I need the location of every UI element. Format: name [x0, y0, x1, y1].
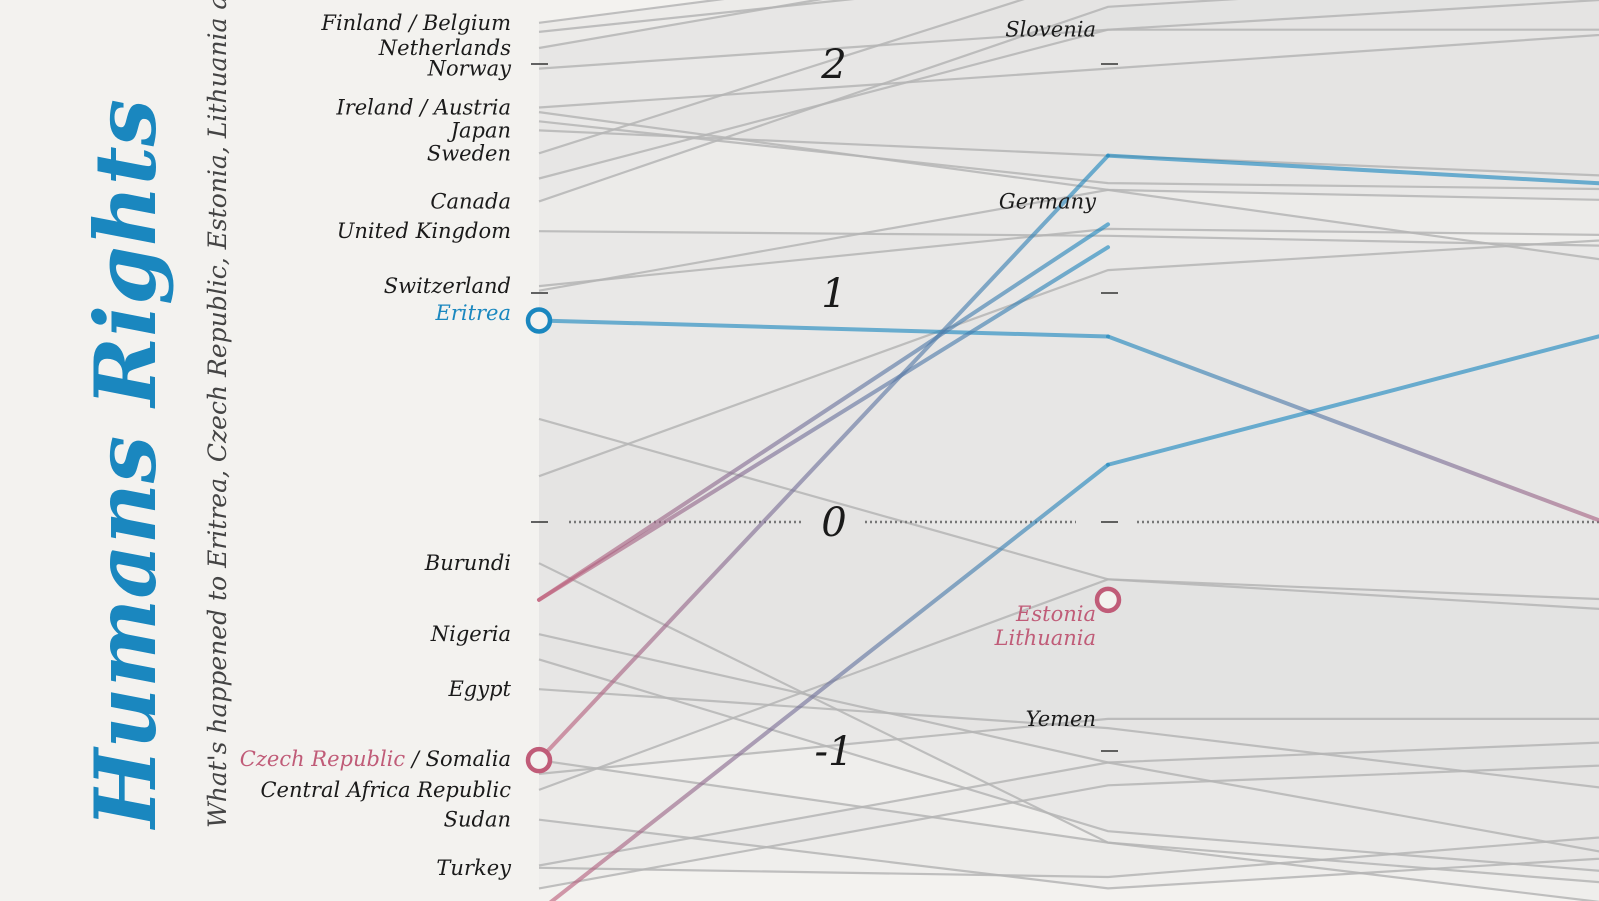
- gray-series-line: [538, 818, 1599, 890]
- country-label: United Kingdom: [337, 219, 511, 243]
- gray-series-line: [538, 0, 1239, 203]
- background-band: [539, 0, 1599, 69]
- gray-series-line: [538, 33, 1599, 109]
- label-czech-somalia: Czech Republic / Somalia: [240, 747, 511, 771]
- background-band: [539, 579, 1599, 852]
- country-label: Germany: [999, 189, 1097, 213]
- eritrea-marker: [525, 307, 553, 334]
- country-label: Netherlands: [378, 36, 511, 60]
- background-band: [539, 189, 1599, 788]
- gray-series-line: [538, 717, 1599, 775]
- label-lithuania: Lithuania: [994, 626, 1096, 650]
- gray-series-line: [538, 0, 1025, 155]
- highlight-line-estonia: [537, 222, 1110, 602]
- y-ticks: 2 1 0 -1: [531, 42, 1118, 775]
- page-subtitle: What's happened to Eritrea, Czech Republ…: [203, 0, 232, 828]
- page-title: Humans Rights: [76, 99, 175, 830]
- country-label: Egypt: [447, 677, 511, 701]
- y-tick-label: 2: [820, 42, 846, 88]
- highlight-line-czech-republic: [537, 153, 1110, 763]
- highlight-line-eritrea: [537, 318, 1110, 339]
- highlight-line-czech-republic-: [1106, 334, 1599, 467]
- country-label: Turkey: [436, 856, 512, 880]
- y-tick-label: 0: [821, 500, 846, 546]
- y-tick-label: 1: [821, 271, 846, 317]
- gray-series-line: [538, 836, 1599, 879]
- background-band: [539, 418, 1599, 774]
- background-band: [539, 34, 1599, 176]
- country-label: Sudan: [444, 808, 511, 832]
- country-label: Central Africa Republic: [260, 778, 511, 802]
- country-label: Norway: [427, 57, 513, 81]
- background-bands: [539, 0, 1599, 901]
- gray-series-line: [538, 0, 855, 33]
- background-band: [539, 240, 1599, 889]
- country-label: Finland / Belgium: [320, 11, 511, 35]
- estonia-marker: [1094, 586, 1122, 614]
- background-band: [539, 0, 1599, 202]
- gray-series-line: [538, 741, 1599, 867]
- highlight-line-lithuania: [537, 245, 1110, 602]
- country-label: Ireland / Austria: [335, 96, 511, 120]
- gray-series-line: [538, 0, 823, 50]
- background-band: [539, 760, 1599, 901]
- gray-series-line: [538, 227, 1599, 288]
- country-label: Yemen: [1026, 707, 1096, 731]
- gray-series-lines: [538, 0, 1599, 901]
- background-band: [539, 742, 1599, 889]
- background-band: [539, 0, 1599, 287]
- gray-series-line: [538, 764, 1599, 890]
- gray-series-line: [538, 28, 1599, 180]
- czech-marker: [525, 746, 553, 774]
- label-eritrea: Eritrea: [434, 301, 511, 325]
- gray-series-line: [538, 120, 1599, 191]
- label-estonia: Estonia: [1015, 602, 1096, 626]
- gray-series-line: [538, 239, 1599, 478]
- country-label: Burundi: [424, 551, 511, 575]
- country-label: Nigeria: [430, 622, 511, 646]
- gray-series-line: [538, 188, 1599, 292]
- highlight-line-czech-republic-: [548, 462, 1110, 901]
- gray-series-line: [538, 759, 1599, 901]
- highlight-line-eritrea: [1106, 334, 1599, 523]
- highlight-markers: [525, 307, 1122, 774]
- highlight-line-czech-republic: [1106, 153, 1599, 186]
- gray-series-line: [538, 658, 1599, 872]
- gray-series-line: [538, 688, 1599, 789]
- country-label: Slovenia: [1005, 18, 1096, 42]
- country-label: Sweden: [427, 141, 511, 165]
- background-band: [539, 0, 1599, 871]
- background-band: [539, 0, 1599, 179]
- highlight-series-lines: [537, 153, 1599, 901]
- y-tick-label: -1: [815, 729, 854, 775]
- country-label: Japan: [447, 118, 511, 142]
- country-label: Switzerland: [384, 274, 511, 298]
- country-label: Canada: [430, 189, 511, 213]
